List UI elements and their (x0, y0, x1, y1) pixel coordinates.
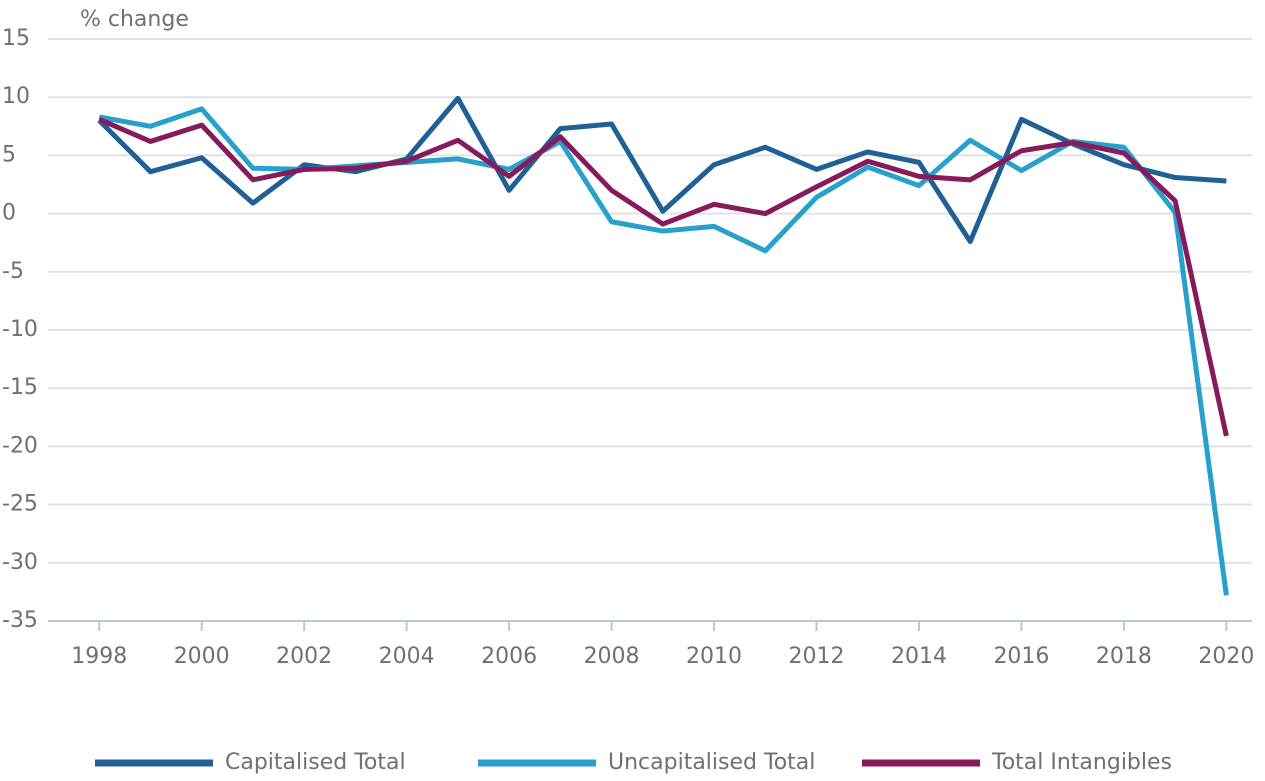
y-tick-label: -20 (2, 433, 38, 458)
x-tick-label: 2006 (481, 644, 537, 669)
y-tick-label: 0 (2, 201, 16, 226)
y-tick-label: 15 (2, 26, 30, 51)
y-axis-label: % change (80, 7, 189, 32)
legend-label: Total Intangibles (991, 750, 1172, 775)
x-tick-label: 2004 (379, 644, 435, 669)
x-tick-label: 2008 (584, 644, 640, 669)
x-tick-label: 2018 (1096, 644, 1152, 669)
series-line (98, 117, 1229, 437)
x-tick-label: 2014 (891, 644, 947, 669)
x-tick-label: 2016 (993, 644, 1049, 669)
y-tick-label: -5 (2, 259, 24, 284)
y-tick-label: 10 (2, 84, 30, 109)
x-tick-label: 2010 (686, 644, 742, 669)
y-tick-label: -15 (2, 375, 38, 400)
series-line (98, 106, 1229, 596)
x-tick-label: 1998 (71, 644, 127, 669)
legend-label: Capitalised Total (225, 750, 406, 775)
y-tick-label: -35 (2, 608, 38, 633)
y-tick-label: -10 (2, 317, 38, 342)
y-tick-label: 5 (2, 142, 16, 167)
y-tick-label: -25 (2, 492, 38, 517)
x-tick-label: 2000 (174, 644, 230, 669)
y-tick-label: -30 (2, 550, 38, 575)
x-tick-label: 2012 (789, 644, 845, 669)
series-line (97, 95, 1227, 245)
legend-label: Uncapitalised Total (608, 750, 815, 775)
x-tick-label: 2020 (1198, 644, 1254, 669)
x-tick-label: 2002 (276, 644, 332, 669)
